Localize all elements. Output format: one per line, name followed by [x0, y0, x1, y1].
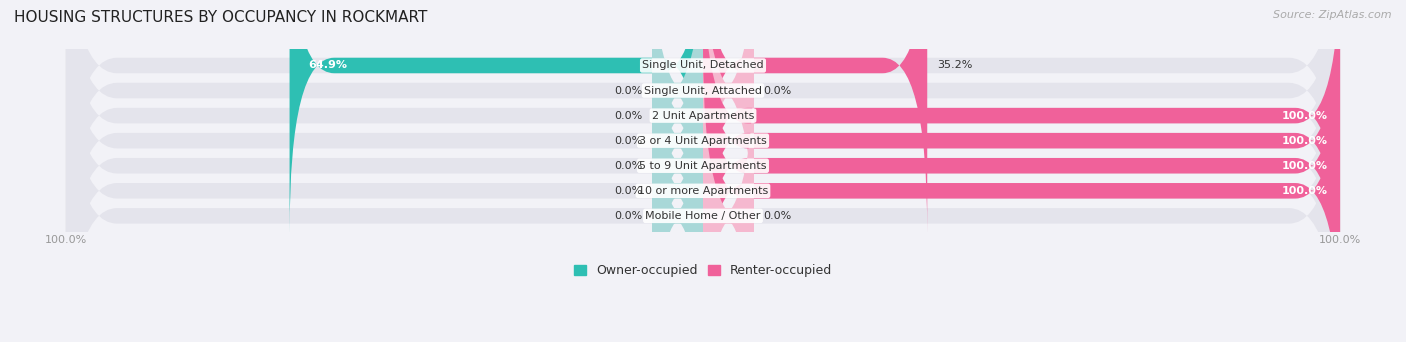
FancyBboxPatch shape [66, 0, 1340, 342]
FancyBboxPatch shape [66, 0, 1340, 333]
Text: 0.0%: 0.0% [614, 110, 643, 121]
Legend: Owner-occupied, Renter-occupied: Owner-occupied, Renter-occupied [574, 264, 832, 277]
Text: 10 or more Apartments: 10 or more Apartments [638, 186, 768, 196]
FancyBboxPatch shape [66, 0, 1340, 308]
Text: 0.0%: 0.0% [614, 136, 643, 146]
FancyBboxPatch shape [66, 0, 1340, 258]
Text: 64.9%: 64.9% [309, 61, 347, 70]
FancyBboxPatch shape [652, 0, 703, 333]
FancyBboxPatch shape [703, 0, 1340, 333]
FancyBboxPatch shape [652, 0, 703, 258]
Text: 3 or 4 Unit Apartments: 3 or 4 Unit Apartments [640, 136, 766, 146]
Text: Single Unit, Detached: Single Unit, Detached [643, 61, 763, 70]
Text: 0.0%: 0.0% [614, 186, 643, 196]
FancyBboxPatch shape [66, 0, 1340, 283]
Text: 0.0%: 0.0% [763, 86, 792, 95]
Text: 0.0%: 0.0% [614, 211, 643, 221]
FancyBboxPatch shape [66, 0, 1340, 342]
FancyBboxPatch shape [290, 0, 703, 233]
FancyBboxPatch shape [703, 0, 927, 233]
FancyBboxPatch shape [703, 0, 1340, 283]
FancyBboxPatch shape [703, 23, 1340, 342]
Text: 5 to 9 Unit Apartments: 5 to 9 Unit Apartments [640, 161, 766, 171]
Text: 100.0%: 100.0% [1281, 161, 1327, 171]
Text: 0.0%: 0.0% [763, 211, 792, 221]
Text: Single Unit, Attached: Single Unit, Attached [644, 86, 762, 95]
Text: Mobile Home / Other: Mobile Home / Other [645, 211, 761, 221]
FancyBboxPatch shape [703, 48, 754, 342]
FancyBboxPatch shape [66, 23, 1340, 342]
Text: 0.0%: 0.0% [614, 161, 643, 171]
FancyBboxPatch shape [652, 0, 703, 308]
FancyBboxPatch shape [652, 23, 703, 342]
Text: 0.0%: 0.0% [614, 86, 643, 95]
FancyBboxPatch shape [703, 0, 754, 258]
FancyBboxPatch shape [652, 48, 703, 342]
Text: 35.2%: 35.2% [936, 61, 972, 70]
FancyBboxPatch shape [703, 0, 1340, 308]
Text: 100.0%: 100.0% [1281, 186, 1327, 196]
Text: HOUSING STRUCTURES BY OCCUPANCY IN ROCKMART: HOUSING STRUCTURES BY OCCUPANCY IN ROCKM… [14, 10, 427, 25]
FancyBboxPatch shape [652, 0, 703, 283]
Text: Source: ZipAtlas.com: Source: ZipAtlas.com [1274, 10, 1392, 20]
Text: 100.0%: 100.0% [1281, 110, 1327, 121]
Text: 100.0%: 100.0% [1281, 136, 1327, 146]
Text: 2 Unit Apartments: 2 Unit Apartments [652, 110, 754, 121]
